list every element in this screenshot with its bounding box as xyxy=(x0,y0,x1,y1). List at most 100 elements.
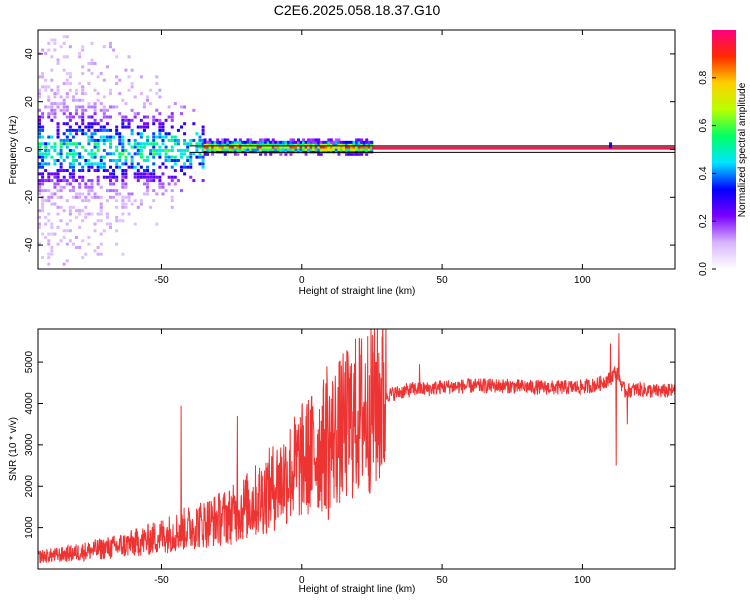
spectrogram-cell xyxy=(44,152,48,156)
spectrogram-cell xyxy=(266,145,270,149)
spectrogram-cell xyxy=(136,145,140,149)
spectrogram-cell xyxy=(53,41,57,45)
spectrogram-cell xyxy=(75,215,79,219)
spectrogram-cell xyxy=(38,209,41,213)
spectrogram-cell xyxy=(155,82,159,86)
spectrogram-cell xyxy=(299,143,303,147)
spectrogram-cell xyxy=(78,245,82,249)
spectrogram-cell xyxy=(279,140,283,144)
spectrogram-cell xyxy=(41,179,45,183)
spectrogram-cell xyxy=(236,148,240,151)
spectrogram-cell xyxy=(291,145,295,149)
spectrogram-cell xyxy=(249,140,253,144)
spectrogram-cell xyxy=(158,155,162,159)
spectrogram-cell xyxy=(59,179,63,183)
spectrogram-cell xyxy=(115,179,119,183)
spectrogram-cell xyxy=(186,165,190,169)
spectrogram-cell xyxy=(59,102,63,106)
spectrogram-cell xyxy=(218,148,222,151)
spectrogram-cell xyxy=(56,132,60,136)
spectrogram-cell xyxy=(115,132,119,136)
spectrogram-cell xyxy=(50,118,54,122)
spectrogram-cell xyxy=(133,115,137,119)
spectrogram-cell xyxy=(121,219,125,223)
spectrogram-cell xyxy=(38,192,41,196)
spectrogram-cell xyxy=(75,142,79,146)
spectrogram-cell xyxy=(347,152,351,156)
spectrogram-cell xyxy=(309,138,313,142)
spectrogram-cell xyxy=(38,142,41,146)
spectrogram-cell xyxy=(93,222,97,226)
spectrogram-cell xyxy=(170,195,174,199)
spectrogram-cell xyxy=(50,78,54,82)
spectrogram-cell xyxy=(78,51,82,55)
spectrogram-cell xyxy=(56,205,60,209)
spectrogram-cell xyxy=(337,145,341,149)
spectrogram-cell xyxy=(142,169,146,173)
spectrogram-cell xyxy=(170,205,174,209)
spectrogram-cell xyxy=(176,148,180,152)
spectrogram-cell xyxy=(62,179,66,183)
spectrogram-cell xyxy=(329,148,333,151)
spectrogram-cell xyxy=(99,185,103,189)
spectrogram-cell xyxy=(360,152,364,156)
spectrogram-cell xyxy=(41,175,45,179)
spectrogram-cell xyxy=(269,140,273,144)
spectrogram-cell xyxy=(179,125,183,129)
spectrogram-cell xyxy=(304,140,308,144)
spectrogram-cell xyxy=(124,205,128,209)
spectrogram-cell xyxy=(317,152,321,156)
spectrogram-cell xyxy=(139,202,143,206)
spectrogram-cell xyxy=(47,95,51,99)
spectrogram-cell xyxy=(50,245,54,249)
spectrogram-cell xyxy=(108,142,112,146)
spectrogram-cell xyxy=(139,152,143,156)
spectrogram-cell xyxy=(62,175,66,179)
spectrogram-cell xyxy=(84,158,88,162)
spectrogram-cell xyxy=(71,98,75,102)
spectrogram-cell xyxy=(365,152,369,156)
spectrogram-cell xyxy=(41,205,45,209)
spectrogram-cell xyxy=(142,145,146,149)
spectrogram-cell xyxy=(96,142,100,146)
spectrogram-cell xyxy=(173,138,177,142)
spectrogram-cell xyxy=(152,118,156,122)
spectrogram-cell xyxy=(342,143,346,147)
spectrogram-cell xyxy=(176,179,180,183)
spectrogram-cell xyxy=(108,128,112,132)
spectrogram-cell xyxy=(327,138,331,142)
spectrogram-cell xyxy=(87,192,91,196)
spectrogram-cell xyxy=(93,155,97,159)
spectrogram-cell xyxy=(47,262,51,266)
spectrogram-cell xyxy=(261,145,265,149)
spectrogram-cell xyxy=(279,152,283,156)
spectrogram-cell xyxy=(324,148,328,151)
spectrogram-cell xyxy=(105,199,109,203)
spectrogram-cell xyxy=(75,179,79,183)
spectrogram-cell xyxy=(71,205,75,209)
spectrogram-cell xyxy=(78,152,82,156)
spectrogram-cell xyxy=(75,192,79,196)
spectrogram-cell xyxy=(167,175,171,179)
spectrogram-cell xyxy=(367,143,371,147)
spectrogram-cell xyxy=(133,152,137,156)
spectrogram-cell xyxy=(158,125,162,129)
spectrogram-cell xyxy=(93,145,97,149)
spectrogram-cell xyxy=(65,95,69,99)
spectrogram-cell xyxy=(146,182,150,186)
spectrogram-cell xyxy=(75,132,79,136)
spectrogram-cell xyxy=(271,138,275,142)
spectrogram-cell xyxy=(68,152,72,156)
spectrogram-cell xyxy=(124,155,128,159)
spectrogram-cell xyxy=(47,239,51,243)
spectrogram-cell xyxy=(56,128,60,132)
spectrogram-cell xyxy=(347,148,351,151)
spectrogram-cell xyxy=(203,138,207,142)
spectrogram-cell xyxy=(78,162,82,166)
spectrogram-cell xyxy=(170,175,174,179)
spectrogram-cell xyxy=(90,115,94,119)
spectrogram-cell xyxy=(213,143,217,147)
spectrogram-cell xyxy=(102,165,106,169)
spectrogram-cell xyxy=(130,132,134,136)
spectrogram-cell xyxy=(302,143,306,147)
